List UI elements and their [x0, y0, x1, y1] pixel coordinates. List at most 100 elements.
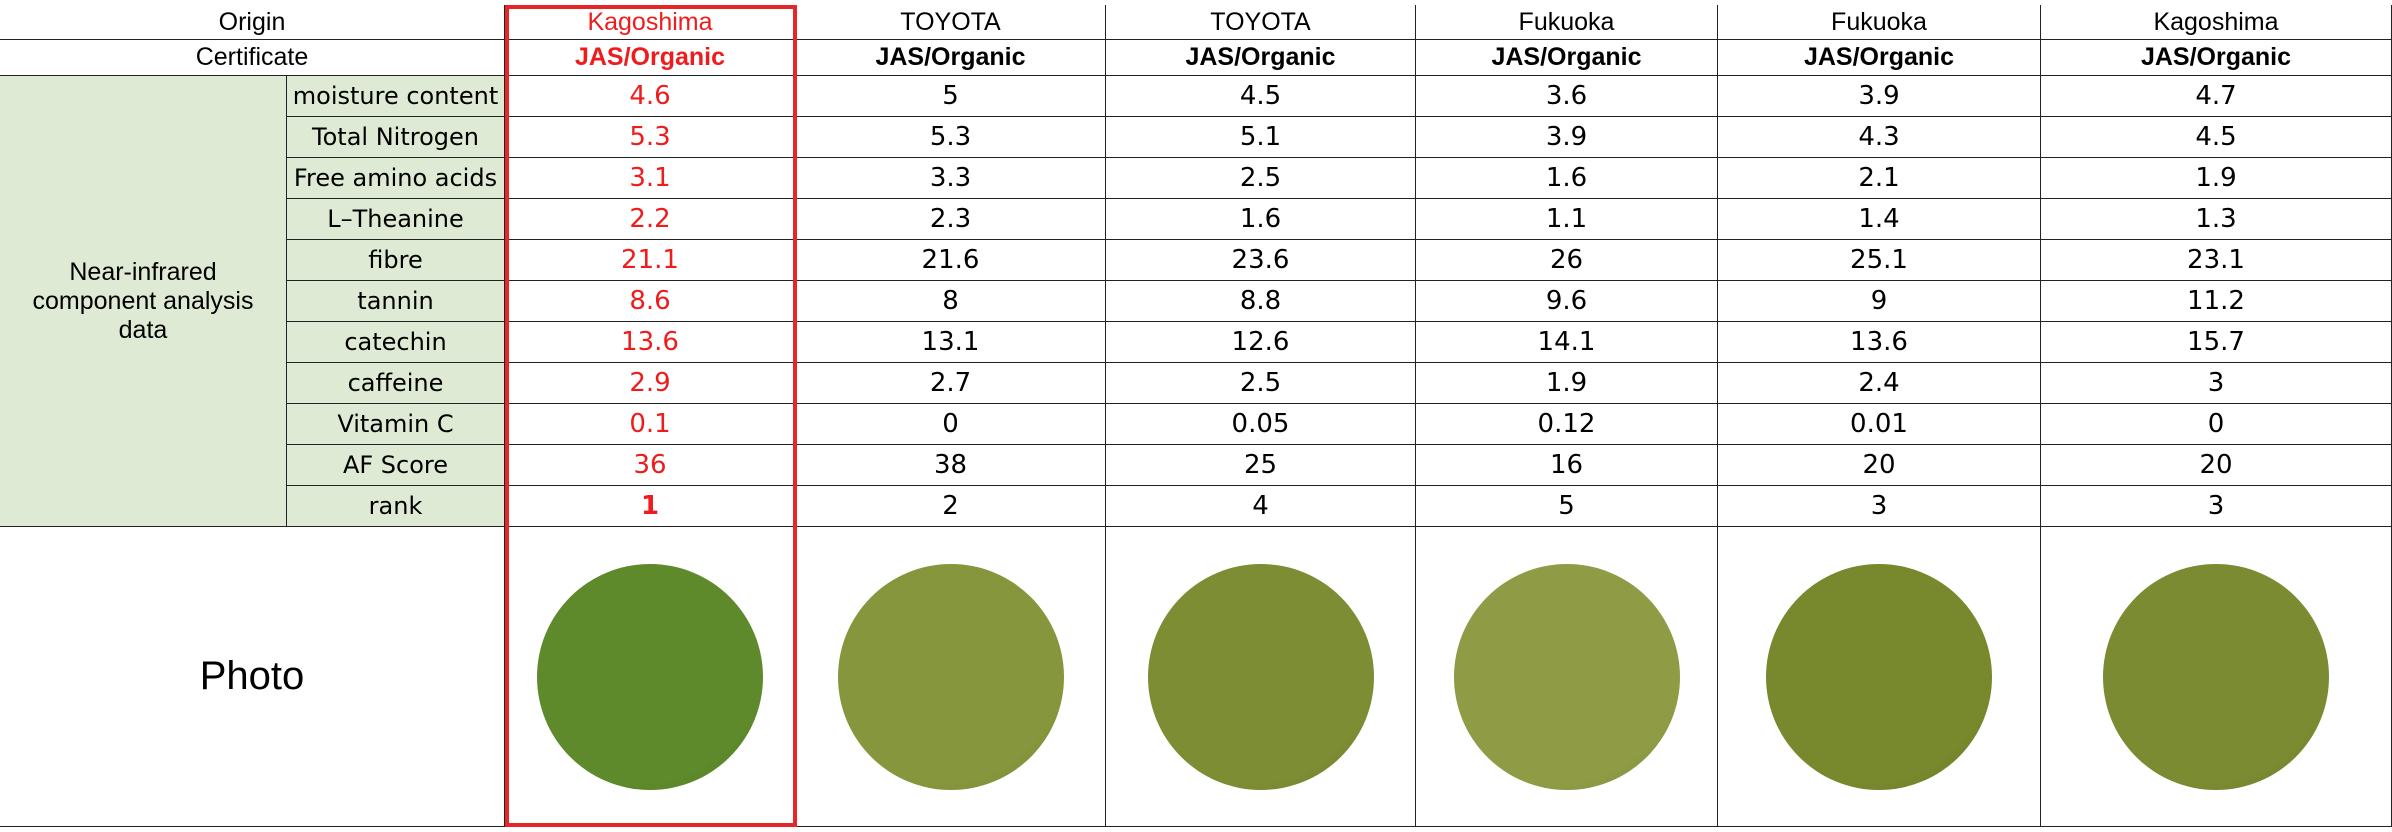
- value: 2.7: [796, 363, 1106, 404]
- value: 5.3: [505, 117, 796, 158]
- value: 13.1: [796, 322, 1106, 363]
- value: 3: [1718, 486, 2041, 527]
- origin: Kagoshima: [505, 5, 796, 40]
- value: 12.6: [1106, 322, 1416, 363]
- origin: Kagoshima: [2041, 5, 2392, 40]
- value: 5: [1416, 486, 1718, 527]
- row-label: L–Theanine: [287, 199, 505, 240]
- photo-label: Photo: [0, 527, 505, 827]
- origin-label: Origin: [0, 5, 505, 40]
- value: 23.1: [2041, 240, 2392, 281]
- row-label: caffeine: [287, 363, 505, 404]
- value: 25: [1106, 445, 1416, 486]
- value: 8: [796, 281, 1106, 322]
- row-label: moisture content: [287, 76, 505, 117]
- value: 1.1: [1416, 199, 1718, 240]
- value: 4: [1106, 486, 1416, 527]
- value: 0.1: [505, 404, 796, 445]
- certificate-label: Certificate: [0, 40, 505, 76]
- value: 1.9: [2041, 158, 2392, 199]
- origin: TOYOTA: [1106, 5, 1416, 40]
- value: 0: [2041, 404, 2392, 445]
- value: 2: [796, 486, 1106, 527]
- photo-cell: [1106, 527, 1416, 827]
- value: 3.1: [505, 158, 796, 199]
- value: 2.9: [505, 363, 796, 404]
- value: 4.5: [2041, 117, 2392, 158]
- photo-cell: [505, 527, 796, 827]
- value: 2.4: [1718, 363, 2041, 404]
- value: 3.9: [1718, 76, 2041, 117]
- certificate: JAS/Organic: [1106, 40, 1416, 76]
- value: 1: [505, 486, 796, 527]
- tea-photo: [1147, 563, 1374, 790]
- tea-photo: [837, 563, 1064, 790]
- value: 23.6: [1106, 240, 1416, 281]
- value: 2.5: [1106, 158, 1416, 199]
- value: 0.05: [1106, 404, 1416, 445]
- value: 5.3: [796, 117, 1106, 158]
- row-label: Total Nitrogen: [287, 117, 505, 158]
- value: 5: [796, 76, 1106, 117]
- value: 1.9: [1416, 363, 1718, 404]
- value: 9.6: [1416, 281, 1718, 322]
- value: 13.6: [1718, 322, 2041, 363]
- certificate: JAS/Organic: [1718, 40, 2041, 76]
- value: 4.3: [1718, 117, 2041, 158]
- value: 21.6: [796, 240, 1106, 281]
- row-label: Vitamin C: [287, 404, 505, 445]
- value: 25.1: [1718, 240, 2041, 281]
- value: 0.12: [1416, 404, 1718, 445]
- origin: Fukuoka: [1718, 5, 2041, 40]
- value: 8.6: [505, 281, 796, 322]
- value: 13.6: [505, 322, 796, 363]
- tea-photo: [537, 563, 763, 790]
- value: 21.1: [505, 240, 796, 281]
- value: 8.8: [1106, 281, 1416, 322]
- row-label: rank: [287, 486, 505, 527]
- certificate: JAS/Organic: [1416, 40, 1718, 76]
- value: 11.2: [2041, 281, 2392, 322]
- row-label: AF Score: [287, 445, 505, 486]
- value: 15.7: [2041, 322, 2392, 363]
- photo-cell: [2041, 527, 2392, 827]
- value: 20: [2041, 445, 2392, 486]
- origin: TOYOTA: [796, 5, 1106, 40]
- value: 38: [796, 445, 1106, 486]
- value: 1.3: [2041, 199, 2392, 240]
- value: 3: [2041, 486, 2392, 527]
- value: 1.6: [1106, 199, 1416, 240]
- value: 2.1: [1718, 158, 2041, 199]
- certificate: JAS/Organic: [505, 40, 796, 76]
- value: 0.01: [1718, 404, 2041, 445]
- value: 36: [505, 445, 796, 486]
- tea-photo: [1766, 563, 1992, 790]
- value: 4.7: [2041, 76, 2392, 117]
- value: 2.2: [505, 199, 796, 240]
- photo-cell: [1416, 527, 1718, 827]
- value: 1.4: [1718, 199, 2041, 240]
- value: 26: [1416, 240, 1718, 281]
- row-label: catechin: [287, 322, 505, 363]
- origin: Fukuoka: [1416, 5, 1718, 40]
- value: 3.9: [1416, 117, 1718, 158]
- row-label: fibre: [287, 240, 505, 281]
- row-label: Free amino acids: [287, 158, 505, 199]
- value: 14.1: [1416, 322, 1718, 363]
- value: 20: [1718, 445, 2041, 486]
- value: 0: [796, 404, 1106, 445]
- value: 1.6: [1416, 158, 1718, 199]
- value: 3.3: [796, 158, 1106, 199]
- value: 16: [1416, 445, 1718, 486]
- certificate: JAS/Organic: [2041, 40, 2392, 76]
- value: 2.3: [796, 199, 1106, 240]
- photo-cell: [796, 527, 1106, 827]
- value: 9: [1718, 281, 2041, 322]
- value: 4.6: [505, 76, 796, 117]
- certificate: JAS/Organic: [796, 40, 1106, 76]
- value: 2.5: [1106, 363, 1416, 404]
- value: 3: [2041, 363, 2392, 404]
- group-label: Near-infrared component analysis data: [0, 76, 287, 527]
- value: 5.1: [1106, 117, 1416, 158]
